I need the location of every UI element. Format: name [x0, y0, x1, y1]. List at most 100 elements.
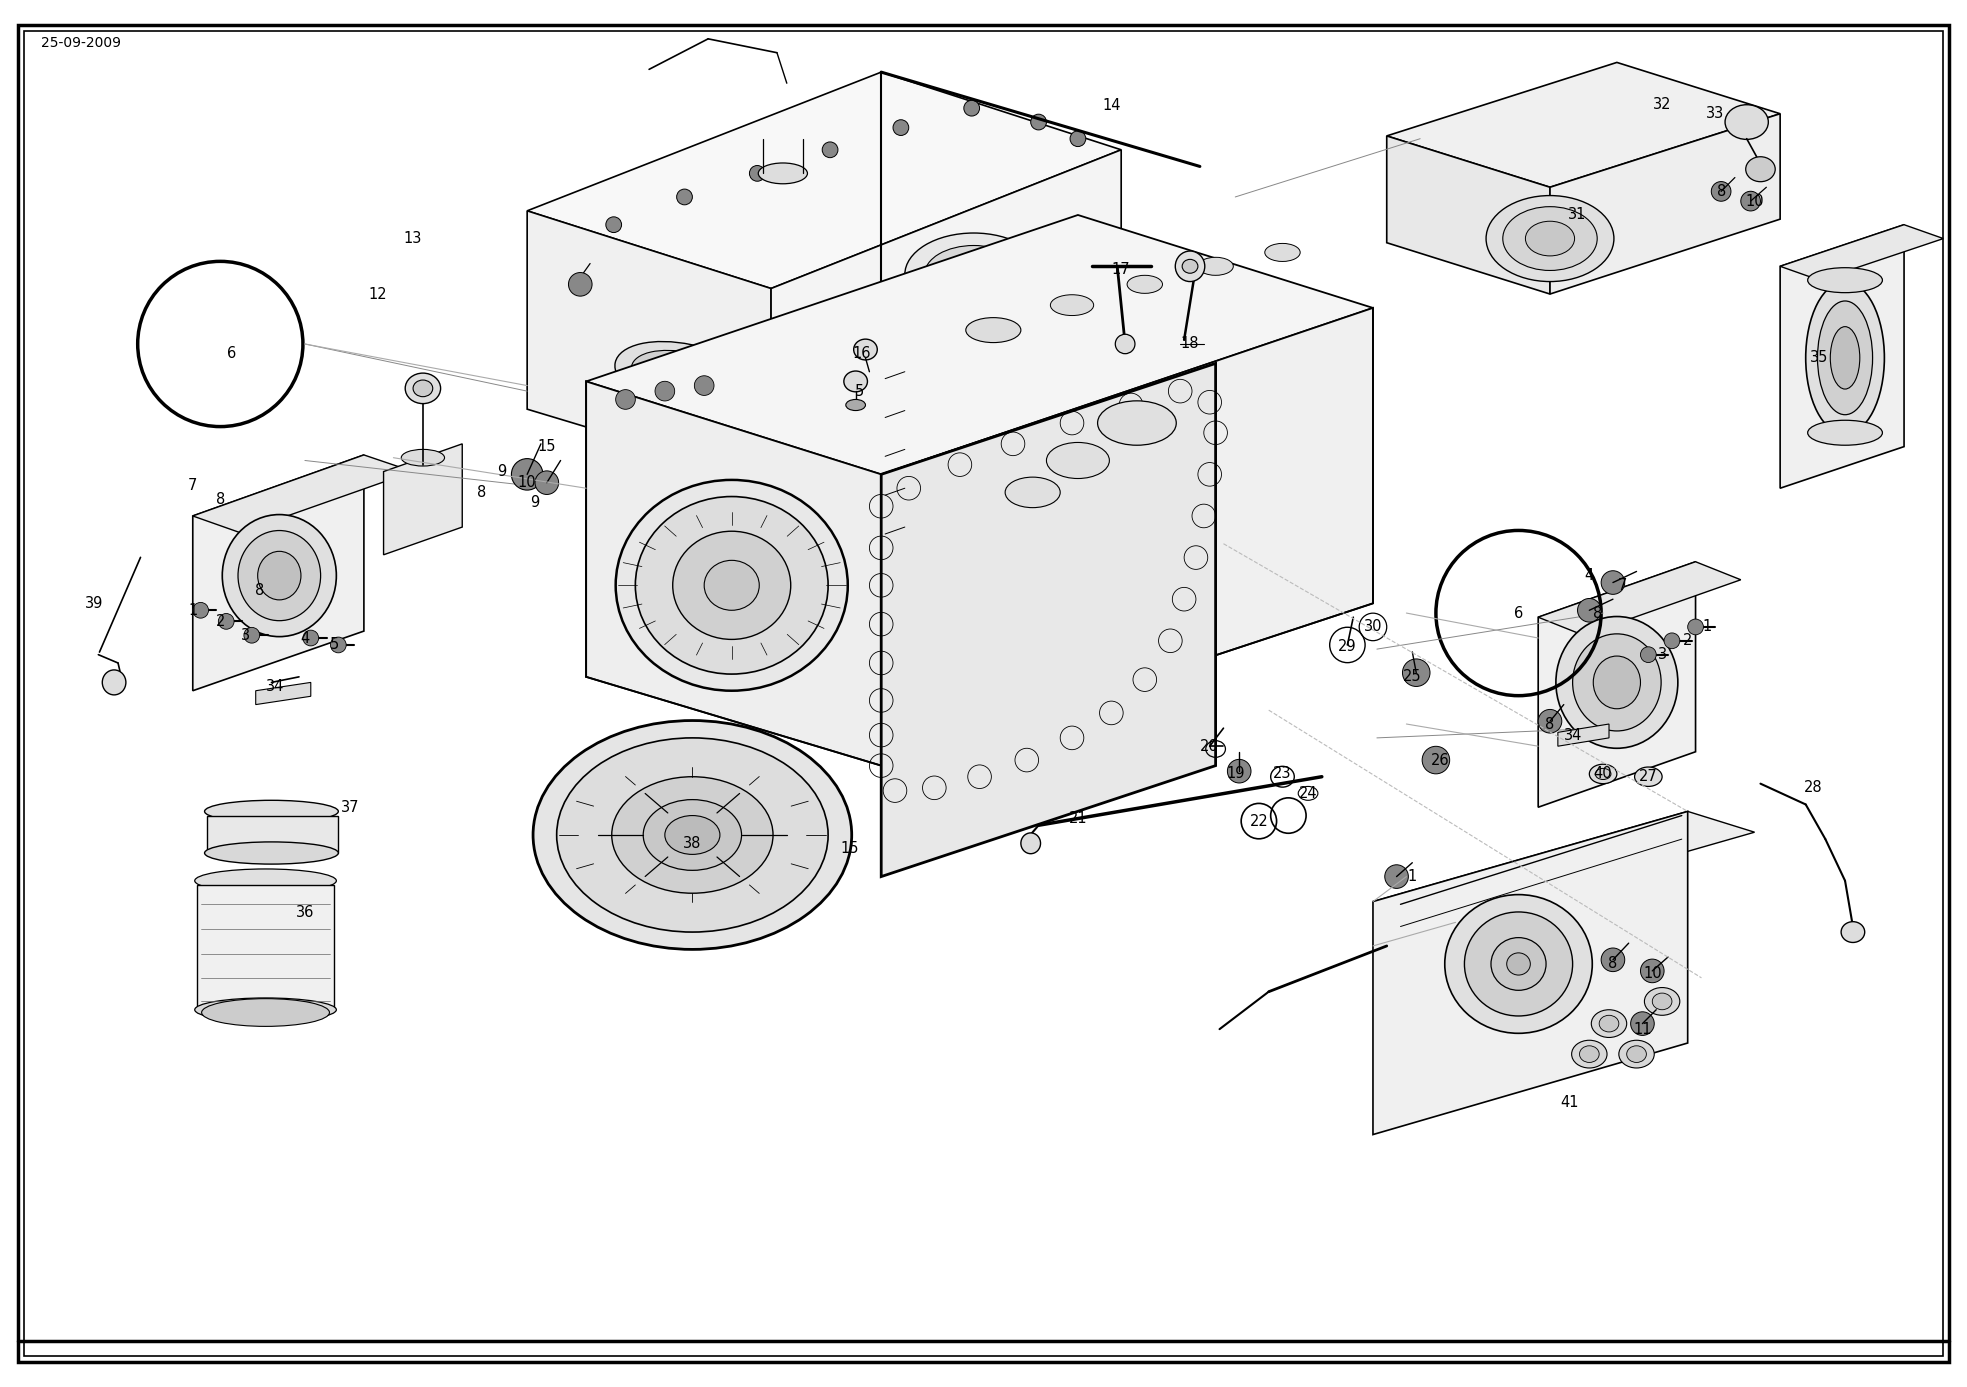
Text: 2: 2 [1684, 634, 1692, 648]
Ellipse shape [1808, 420, 1882, 445]
Polygon shape [193, 455, 364, 691]
Ellipse shape [1503, 207, 1597, 270]
Ellipse shape [1491, 938, 1546, 990]
Ellipse shape [616, 341, 753, 413]
Text: 27: 27 [1639, 770, 1658, 784]
Ellipse shape [966, 318, 1021, 343]
Circle shape [1385, 864, 1408, 889]
Text: 10: 10 [1745, 194, 1764, 208]
Ellipse shape [1046, 442, 1109, 479]
Text: 29: 29 [1338, 639, 1357, 653]
Ellipse shape [1098, 401, 1176, 445]
Circle shape [749, 165, 765, 182]
Text: 15: 15 [840, 842, 860, 856]
Text: 8: 8 [1609, 957, 1617, 971]
Text: 8: 8 [478, 485, 486, 499]
Ellipse shape [1725, 104, 1768, 140]
Text: 28: 28 [1804, 781, 1823, 795]
Circle shape [1601, 570, 1625, 595]
Text: 12: 12 [368, 287, 387, 301]
Text: 11: 11 [1633, 1022, 1652, 1036]
Circle shape [330, 637, 346, 653]
Polygon shape [771, 150, 1121, 483]
Ellipse shape [1829, 327, 1861, 390]
Polygon shape [881, 363, 1216, 877]
Ellipse shape [631, 351, 738, 404]
Ellipse shape [1115, 334, 1135, 354]
Text: 25-09-2009: 25-09-2009 [41, 36, 122, 50]
Text: 33: 33 [1705, 107, 1725, 121]
Circle shape [1538, 709, 1562, 734]
Ellipse shape [1050, 295, 1094, 315]
Polygon shape [384, 444, 462, 555]
Ellipse shape [203, 999, 330, 1026]
Ellipse shape [195, 999, 336, 1021]
Circle shape [1631, 1011, 1654, 1036]
Ellipse shape [1808, 268, 1882, 293]
Polygon shape [197, 885, 334, 1010]
Text: 9: 9 [498, 465, 506, 479]
Ellipse shape [844, 370, 867, 391]
Polygon shape [1387, 62, 1780, 187]
Ellipse shape [1635, 767, 1662, 786]
Circle shape [303, 630, 319, 646]
Ellipse shape [1591, 1010, 1627, 1037]
Circle shape [193, 602, 209, 619]
Text: 32: 32 [1652, 97, 1672, 111]
Ellipse shape [1556, 616, 1678, 749]
Text: 16: 16 [852, 347, 871, 361]
Ellipse shape [1507, 953, 1530, 975]
Circle shape [1578, 598, 1601, 623]
Polygon shape [207, 816, 338, 853]
Text: 26: 26 [1430, 753, 1450, 767]
Circle shape [822, 141, 838, 158]
Text: 35: 35 [1810, 351, 1829, 365]
Circle shape [568, 272, 592, 297]
Ellipse shape [1841, 921, 1865, 943]
Circle shape [1402, 659, 1430, 687]
Polygon shape [193, 455, 413, 533]
Text: 17: 17 [1111, 262, 1131, 276]
Circle shape [1227, 759, 1251, 784]
Polygon shape [256, 682, 311, 705]
Ellipse shape [1627, 1046, 1646, 1062]
Ellipse shape [1182, 259, 1198, 273]
Ellipse shape [195, 868, 336, 893]
Text: 8: 8 [1593, 606, 1601, 620]
Ellipse shape [1574, 634, 1660, 731]
Text: 1: 1 [1703, 620, 1711, 634]
Circle shape [1664, 632, 1680, 649]
Ellipse shape [1198, 257, 1233, 275]
Text: 19: 19 [1225, 767, 1245, 781]
Ellipse shape [222, 515, 336, 637]
Polygon shape [1387, 136, 1550, 294]
Ellipse shape [1589, 764, 1617, 784]
Text: 7: 7 [189, 479, 197, 492]
Circle shape [893, 119, 909, 136]
Circle shape [218, 613, 234, 630]
Ellipse shape [413, 380, 433, 397]
Text: 1: 1 [1408, 870, 1416, 884]
Circle shape [1688, 619, 1703, 635]
Text: 21: 21 [1068, 811, 1088, 825]
Ellipse shape [1595, 768, 1611, 779]
Polygon shape [586, 381, 881, 766]
Ellipse shape [635, 497, 828, 674]
Text: 39: 39 [85, 596, 104, 610]
Circle shape [677, 189, 692, 205]
Ellipse shape [557, 738, 828, 932]
Circle shape [606, 216, 622, 233]
Ellipse shape [924, 245, 1023, 304]
Ellipse shape [401, 449, 445, 466]
Ellipse shape [102, 670, 126, 695]
Text: 13: 13 [403, 232, 423, 245]
Ellipse shape [1593, 656, 1640, 709]
Text: 25: 25 [1402, 670, 1422, 684]
Text: 4: 4 [1585, 569, 1593, 583]
Ellipse shape [1463, 913, 1574, 1015]
Ellipse shape [944, 258, 1003, 293]
Polygon shape [1780, 225, 1904, 488]
Ellipse shape [1580, 1046, 1599, 1062]
Text: 4: 4 [301, 631, 309, 645]
Polygon shape [527, 211, 771, 483]
